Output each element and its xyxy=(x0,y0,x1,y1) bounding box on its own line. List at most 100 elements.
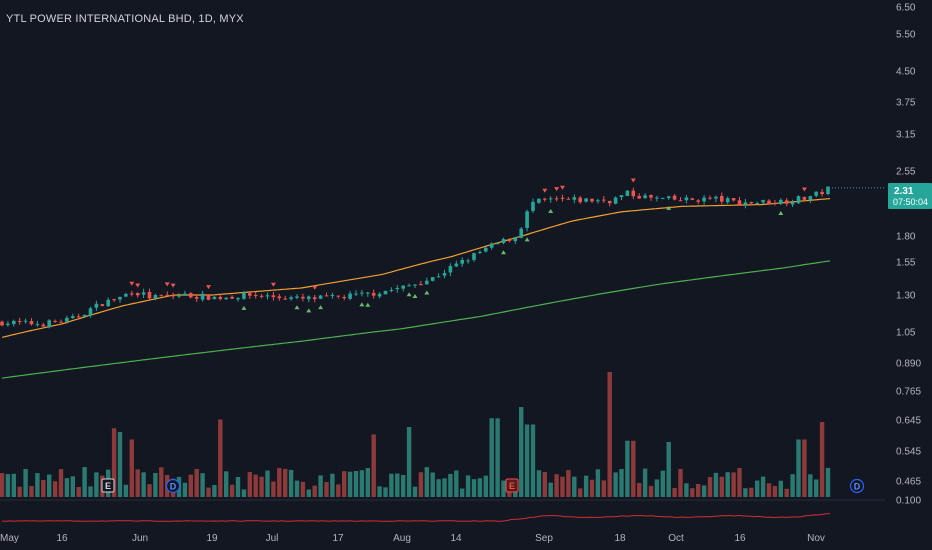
candle-body xyxy=(537,198,541,203)
signal-up-marker xyxy=(306,308,312,313)
candle-body xyxy=(755,203,759,205)
volume-bar xyxy=(530,424,536,497)
volume-bar xyxy=(725,472,730,497)
signal-up-marker xyxy=(412,294,418,299)
candle-body xyxy=(495,243,500,245)
earnings-label: E xyxy=(105,481,111,491)
volume-bar xyxy=(117,432,123,497)
signal-down-marker xyxy=(129,281,135,286)
volume-bar xyxy=(524,424,530,497)
candle-body xyxy=(637,196,641,199)
candle-body xyxy=(448,266,453,273)
price-axis[interactable]: 6.50 5.50 4.50 3.75 3.15 2.55 1.80 1.55 1.30 1.05… xyxy=(896,3,921,507)
candle-body xyxy=(29,321,34,325)
volume-bar xyxy=(778,480,783,497)
volume-bar xyxy=(713,472,719,497)
indicator-pane xyxy=(0,499,885,522)
signal-up-marker xyxy=(778,211,784,216)
dividend-marker: D xyxy=(165,478,181,494)
volume-bar xyxy=(424,467,429,497)
dividend-label: D xyxy=(854,482,861,492)
candle-body xyxy=(12,320,16,325)
candle-body xyxy=(265,295,270,297)
candle-body xyxy=(696,200,700,202)
volume-bar xyxy=(70,476,75,497)
volume-bar xyxy=(755,480,760,497)
price-tick-label: 0.465 xyxy=(896,477,921,488)
volume-bar xyxy=(318,475,323,497)
signal-up-marker xyxy=(548,208,554,213)
candle-body xyxy=(407,285,411,287)
volume-bar xyxy=(312,485,317,497)
earnings-badge xyxy=(101,478,115,493)
candle-body xyxy=(478,252,482,254)
signal-down-marker xyxy=(554,187,560,192)
candle-body xyxy=(749,202,754,204)
signal-down-marker xyxy=(206,285,211,290)
volume-bar xyxy=(696,483,701,497)
candle-body xyxy=(602,199,606,201)
volume-bar xyxy=(271,481,276,497)
volume-bar xyxy=(359,470,365,497)
signal-up-marker xyxy=(501,250,506,255)
candle-body xyxy=(336,295,341,297)
time-tick-label: 18 xyxy=(614,533,626,544)
time-tick-label: 17 xyxy=(332,533,344,544)
candle-body xyxy=(708,197,712,199)
candle-body xyxy=(619,195,624,198)
candle-body xyxy=(147,291,152,299)
candle-body xyxy=(236,298,240,300)
volume-bar xyxy=(749,487,754,497)
price-tick-label: 0.765 xyxy=(896,387,921,398)
volume-bar xyxy=(454,470,459,497)
candle-body xyxy=(71,316,75,319)
volume-bar xyxy=(371,434,376,497)
volume-bar xyxy=(41,480,46,497)
volume-bar xyxy=(448,473,453,497)
volume-bar xyxy=(784,488,789,497)
signal-down-marker xyxy=(542,188,548,193)
price-tick-label: 6.50 xyxy=(896,3,916,14)
signal-up-marker xyxy=(524,237,530,242)
volume-bar xyxy=(637,483,642,497)
time-axis[interactable]: May 16 Jun 19 Jul 17 Aug 14 Sep 18 Oct 16 Nov xyxy=(0,533,825,544)
price-tick-label: 1.30 xyxy=(896,291,916,302)
volume-bar xyxy=(519,407,524,497)
moving-averages xyxy=(1,198,831,379)
candle-body xyxy=(348,293,352,299)
price-tick-label: 4.50 xyxy=(896,67,916,78)
candle-body xyxy=(472,253,476,260)
price-tick-label: 1.55 xyxy=(896,258,916,269)
candle-body xyxy=(702,197,706,202)
candle-body xyxy=(59,321,63,323)
price-tick-label: 0.100 xyxy=(896,496,921,507)
time-tick-label: 16 xyxy=(734,533,746,544)
volume-bar xyxy=(330,473,335,497)
candle-body xyxy=(513,237,518,242)
volume-bar xyxy=(182,482,188,497)
candle-body xyxy=(307,296,311,300)
volume-bar xyxy=(377,486,382,497)
volume-bar xyxy=(212,484,217,497)
candle-body xyxy=(212,296,217,300)
signal-up-marker xyxy=(424,290,430,295)
candle-body xyxy=(106,299,110,307)
candle-body xyxy=(76,316,81,318)
candle-body xyxy=(371,292,376,296)
volume-bar xyxy=(365,468,370,497)
volume-bar xyxy=(495,418,500,497)
candle-body xyxy=(661,198,665,200)
price-tick-label: 5.50 xyxy=(896,30,916,41)
ma-fast-line xyxy=(1,198,831,338)
candle-body xyxy=(643,195,647,199)
volume-bar xyxy=(654,479,660,497)
volume-bar xyxy=(501,480,506,497)
candle-body xyxy=(808,196,813,200)
volume-bar xyxy=(660,470,665,497)
volume-bar xyxy=(306,489,311,497)
signal-down-marker xyxy=(270,282,276,287)
symbol-title: YTL POWER INTERNATIONAL BHD, 1D, MYX xyxy=(6,13,244,25)
candle-body xyxy=(489,243,494,248)
